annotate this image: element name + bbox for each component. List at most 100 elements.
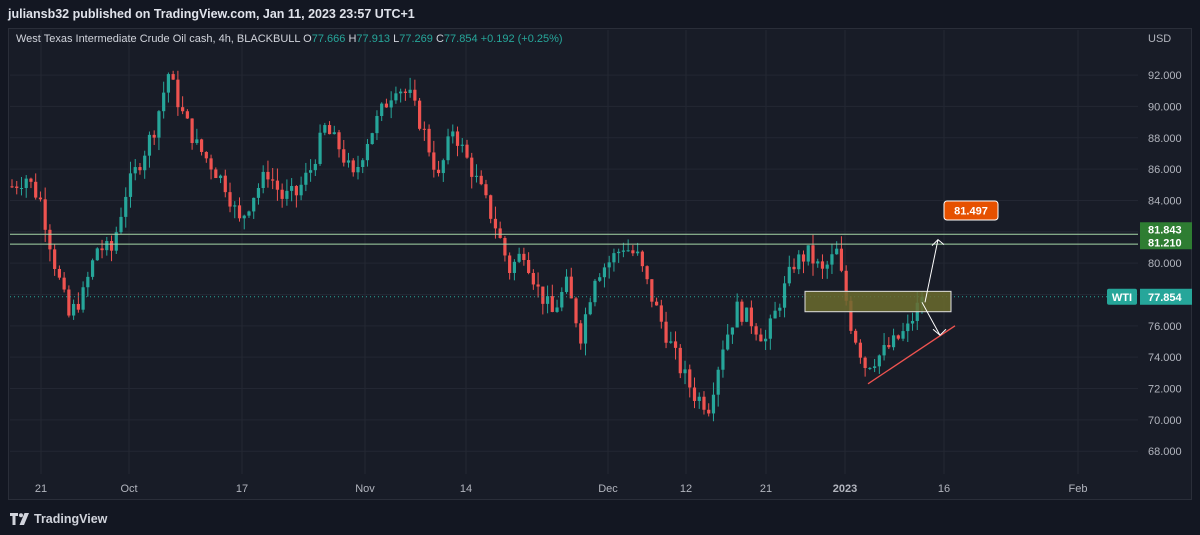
candle-body bbox=[67, 289, 71, 316]
candle-body bbox=[489, 195, 493, 219]
candle-body bbox=[484, 184, 488, 196]
candle-body bbox=[389, 100, 393, 108]
candle-body bbox=[854, 330, 858, 343]
candle-body bbox=[711, 394, 716, 414]
candle-body bbox=[237, 205, 242, 219]
candle-body bbox=[598, 277, 602, 281]
tradingview-logo[interactable]: TradingView bbox=[10, 512, 107, 526]
candle-body bbox=[181, 107, 185, 112]
low-value: 77.269 bbox=[399, 33, 433, 45]
candle-body bbox=[451, 131, 455, 137]
candle-body bbox=[285, 190, 289, 199]
candle-body bbox=[171, 74, 175, 80]
support-trendline bbox=[867, 325, 956, 385]
y-tick-label: 80.000 bbox=[1148, 258, 1182, 270]
candle-body bbox=[631, 250, 635, 254]
chart-legend: West Texas Intermediate Crude Oil cash, … bbox=[16, 33, 563, 45]
price-chart[interactable]: 81.497 92.00090.00088.00086.00084.00082.… bbox=[0, 0, 1200, 502]
candle-body bbox=[678, 347, 682, 374]
candle-body bbox=[365, 144, 370, 161]
candle-body bbox=[138, 167, 142, 171]
candle-body bbox=[455, 131, 460, 146]
y-tick-label: 76.000 bbox=[1148, 321, 1182, 333]
candle-body bbox=[574, 298, 578, 324]
candle-body bbox=[527, 259, 531, 273]
candle-body bbox=[24, 178, 28, 189]
candle-body bbox=[636, 251, 640, 254]
drawings: 81.497 bbox=[10, 200, 1138, 385]
candle-body bbox=[896, 335, 900, 339]
candle-body bbox=[688, 369, 692, 388]
publisher-text: juliansb32 published on TradingView.com,… bbox=[8, 7, 415, 21]
candle-body bbox=[877, 355, 881, 367]
candle-body bbox=[380, 103, 384, 116]
candle-body bbox=[683, 369, 687, 374]
x-tick-label: Feb bbox=[1069, 483, 1088, 495]
brand-name: TradingView bbox=[34, 511, 108, 526]
candle-body bbox=[654, 301, 659, 306]
candle-body bbox=[498, 228, 502, 239]
candle-body bbox=[479, 175, 483, 185]
candle-body bbox=[275, 180, 280, 190]
candle-body bbox=[555, 307, 559, 312]
candle-body bbox=[531, 272, 535, 285]
candle-body bbox=[697, 396, 701, 401]
candle-body bbox=[10, 186, 14, 188]
change-value: +0.192 (+0.25%) bbox=[480, 33, 563, 45]
x-axis: 21 Oct 17 Nov 14 Dec 12 21 2023 16 Feb bbox=[35, 483, 1088, 495]
candle-body bbox=[337, 132, 341, 150]
tradingview-logo-icon bbox=[10, 512, 29, 525]
candle-body bbox=[669, 341, 673, 343]
candle-body bbox=[664, 321, 668, 343]
candle-body bbox=[152, 134, 156, 138]
candle-body bbox=[280, 189, 284, 199]
candle-body bbox=[906, 323, 910, 332]
candle-body bbox=[72, 303, 76, 316]
candle-body bbox=[147, 134, 152, 156]
target-price-label: 81.497 bbox=[954, 206, 988, 218]
candle-body bbox=[34, 181, 38, 198]
candle-body bbox=[825, 264, 829, 269]
candle-body bbox=[313, 163, 317, 171]
candle-body bbox=[162, 92, 166, 112]
candle-body bbox=[114, 232, 118, 251]
candle-body bbox=[228, 192, 232, 207]
open-value: 77.666 bbox=[311, 33, 346, 45]
level-price-label: 81.210 bbox=[1148, 237, 1182, 249]
candle-body bbox=[422, 128, 426, 130]
candle-body bbox=[716, 369, 720, 395]
candle-body bbox=[308, 170, 313, 173]
y-tick-label: 84.000 bbox=[1148, 195, 1182, 207]
candle-body bbox=[873, 366, 877, 368]
candle-body bbox=[816, 261, 820, 264]
symbol-tag-label: WTI bbox=[1112, 292, 1132, 304]
y-axis-unit: USD bbox=[1148, 33, 1171, 45]
candle-body bbox=[323, 125, 327, 133]
candle-body bbox=[673, 341, 678, 348]
candle-body bbox=[659, 305, 663, 322]
candle-body bbox=[446, 136, 450, 161]
candle-body bbox=[730, 327, 735, 335]
candle-body bbox=[745, 307, 749, 322]
candle-body bbox=[868, 367, 872, 369]
candle-body bbox=[645, 266, 649, 280]
candle-body bbox=[844, 270, 848, 301]
candle-body bbox=[626, 250, 630, 252]
candle-body bbox=[361, 160, 365, 168]
candle-body bbox=[261, 171, 265, 189]
candle-body bbox=[910, 320, 915, 324]
candle-body bbox=[508, 255, 512, 273]
candle-body bbox=[759, 334, 763, 342]
level-price-tag bbox=[1140, 235, 1192, 250]
candle-body bbox=[304, 172, 308, 185]
candle-body bbox=[792, 266, 796, 270]
y-tick-label: 68.000 bbox=[1148, 446, 1182, 458]
candle-body bbox=[512, 261, 516, 273]
candle-body bbox=[612, 253, 616, 263]
open-label: O bbox=[303, 33, 312, 45]
candle-body bbox=[782, 283, 787, 308]
candle-body bbox=[621, 250, 626, 252]
candle-body bbox=[100, 248, 104, 251]
candle-body bbox=[493, 218, 498, 229]
candle-body bbox=[223, 175, 227, 193]
